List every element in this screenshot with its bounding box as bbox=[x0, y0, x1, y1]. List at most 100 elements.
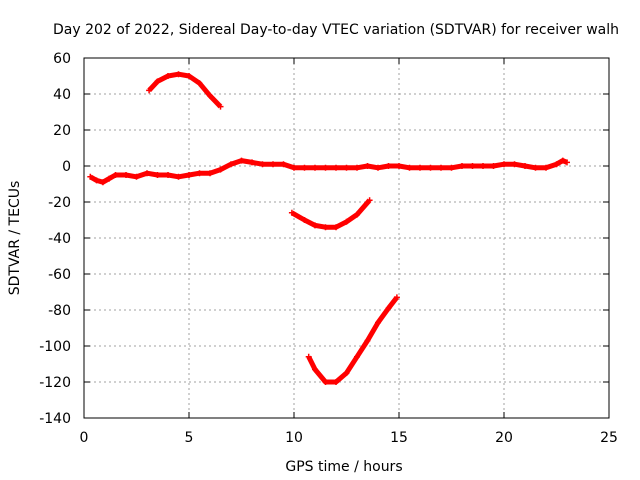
x-tick-label: 5 bbox=[185, 430, 194, 446]
data-point-main-track bbox=[99, 179, 106, 186]
y-tick-label: -120 bbox=[39, 375, 71, 391]
y-tick-label: -60 bbox=[48, 267, 71, 283]
chart-title: Day 202 of 2022, Sidereal Day-to-day VTE… bbox=[53, 22, 619, 38]
data-point-main-track bbox=[501, 161, 507, 168]
data-point-lower-arc bbox=[364, 337, 371, 344]
y-tick-label: 40 bbox=[53, 87, 71, 103]
data-point-main-track bbox=[207, 170, 213, 177]
series-line-upper-arc bbox=[147, 71, 223, 109]
data-point-main-track bbox=[417, 164, 423, 171]
grid bbox=[84, 58, 609, 418]
data-point-main-track bbox=[375, 164, 381, 171]
y-axis-ticks: -140 -120 -100 -80 -60 -40 -20 0 20 40 60 bbox=[39, 51, 609, 427]
data-point-lower-arc bbox=[322, 379, 329, 385]
data-point-main-track bbox=[364, 163, 371, 169]
data-point-main-track bbox=[511, 161, 518, 168]
data-point-main-track bbox=[480, 163, 486, 169]
data-point-middle-arc bbox=[343, 218, 350, 225]
data-point-main-track bbox=[532, 164, 539, 171]
x-tick-label: 10 bbox=[285, 430, 303, 446]
data-point-main-track bbox=[322, 164, 329, 171]
data-point-middle-arc bbox=[288, 209, 295, 216]
data-point-middle-arc bbox=[354, 211, 360, 218]
data-point-main-track bbox=[238, 157, 245, 164]
data-point-main-track bbox=[427, 164, 434, 171]
data-point-lower-arc bbox=[393, 294, 400, 301]
data-point-main-track bbox=[354, 164, 360, 171]
data-point-upper-arc bbox=[175, 71, 182, 78]
data-point-main-track bbox=[112, 172, 119, 178]
data-point-main-track bbox=[144, 170, 150, 177]
data-point-lower-arc bbox=[312, 366, 318, 373]
x-tick-label: 20 bbox=[495, 430, 513, 446]
y-tick-label: -80 bbox=[48, 303, 71, 319]
data-point-main-track bbox=[459, 163, 465, 169]
data-point-lower-arc bbox=[385, 305, 392, 312]
x-tick-label: 25 bbox=[600, 430, 618, 446]
y-tick-label: 60 bbox=[53, 51, 71, 67]
data-point-main-track bbox=[385, 163, 392, 169]
data-point-main-track bbox=[490, 163, 497, 169]
data-point-lower-arc bbox=[305, 353, 312, 360]
data-point-main-track bbox=[553, 161, 560, 168]
data-point-upper-arc bbox=[207, 92, 213, 99]
x-tick-label: 15 bbox=[390, 430, 408, 446]
data-point-main-track bbox=[93, 177, 100, 184]
x-axis-ticks: 0 5 10 15 20 25 bbox=[80, 58, 618, 446]
data-point-main-track bbox=[291, 164, 297, 171]
data-point-main-track bbox=[543, 164, 549, 171]
data-point-main-track bbox=[448, 164, 455, 171]
data-point-upper-arc bbox=[186, 73, 192, 79]
data-point-upper-arc bbox=[165, 73, 171, 79]
data-point-upper-arc bbox=[217, 103, 224, 110]
data-point-main-track bbox=[106, 175, 113, 182]
data-point-middle-arc bbox=[301, 217, 308, 223]
data-point-middle-arc bbox=[366, 197, 373, 204]
data-point-main-track bbox=[165, 172, 171, 178]
y-tick-label: -140 bbox=[39, 411, 71, 427]
data-point-main-track bbox=[301, 164, 308, 171]
data-point-main-track bbox=[270, 161, 276, 168]
y-tick-label: 0 bbox=[62, 159, 71, 175]
data-point-main-track bbox=[123, 172, 129, 178]
x-axis-label: GPS time / hours bbox=[285, 459, 402, 475]
data-point-middle-arc bbox=[312, 222, 318, 229]
data-series bbox=[87, 71, 570, 385]
data-point-main-track bbox=[312, 164, 318, 171]
series-line-lower-arc bbox=[306, 295, 399, 385]
data-point-main-track bbox=[559, 157, 566, 164]
y-tick-label: -20 bbox=[48, 195, 71, 211]
data-point-main-track bbox=[522, 163, 528, 169]
data-point-upper-arc bbox=[154, 78, 161, 85]
data-point-main-track bbox=[228, 161, 234, 168]
data-point-main-track bbox=[175, 173, 182, 180]
y-tick-label: 20 bbox=[53, 123, 71, 139]
data-point-lower-arc bbox=[343, 370, 350, 376]
y-axis-label: SDTVAR / TECUs bbox=[7, 181, 23, 296]
data-point-main-track bbox=[396, 163, 402, 169]
data-point-main-track bbox=[280, 161, 287, 168]
data-point-lower-arc bbox=[375, 319, 381, 326]
series-line-main-track bbox=[89, 158, 568, 185]
y-tick-label: -100 bbox=[39, 339, 71, 355]
data-point-main-track bbox=[87, 173, 94, 180]
data-point-main-track bbox=[133, 173, 140, 180]
x-tick-label: 0 bbox=[80, 430, 89, 446]
data-point-lower-arc bbox=[333, 379, 339, 385]
data-point-main-track bbox=[186, 172, 192, 178]
data-point-main-track bbox=[333, 164, 339, 171]
data-point-main-track bbox=[438, 164, 444, 171]
y-tick-label: -40 bbox=[48, 231, 71, 247]
data-point-main-track bbox=[154, 172, 161, 178]
data-point-main-track bbox=[564, 159, 570, 166]
data-point-upper-arc bbox=[146, 87, 153, 94]
data-point-main-track bbox=[249, 159, 255, 166]
data-point-main-track bbox=[343, 164, 350, 171]
data-point-main-track bbox=[196, 170, 203, 177]
data-point-upper-arc bbox=[196, 80, 203, 87]
data-point-main-track bbox=[259, 161, 266, 168]
data-point-main-track bbox=[217, 166, 224, 173]
series-line-middle-arc bbox=[290, 198, 372, 230]
data-point-middle-arc bbox=[333, 224, 339, 231]
